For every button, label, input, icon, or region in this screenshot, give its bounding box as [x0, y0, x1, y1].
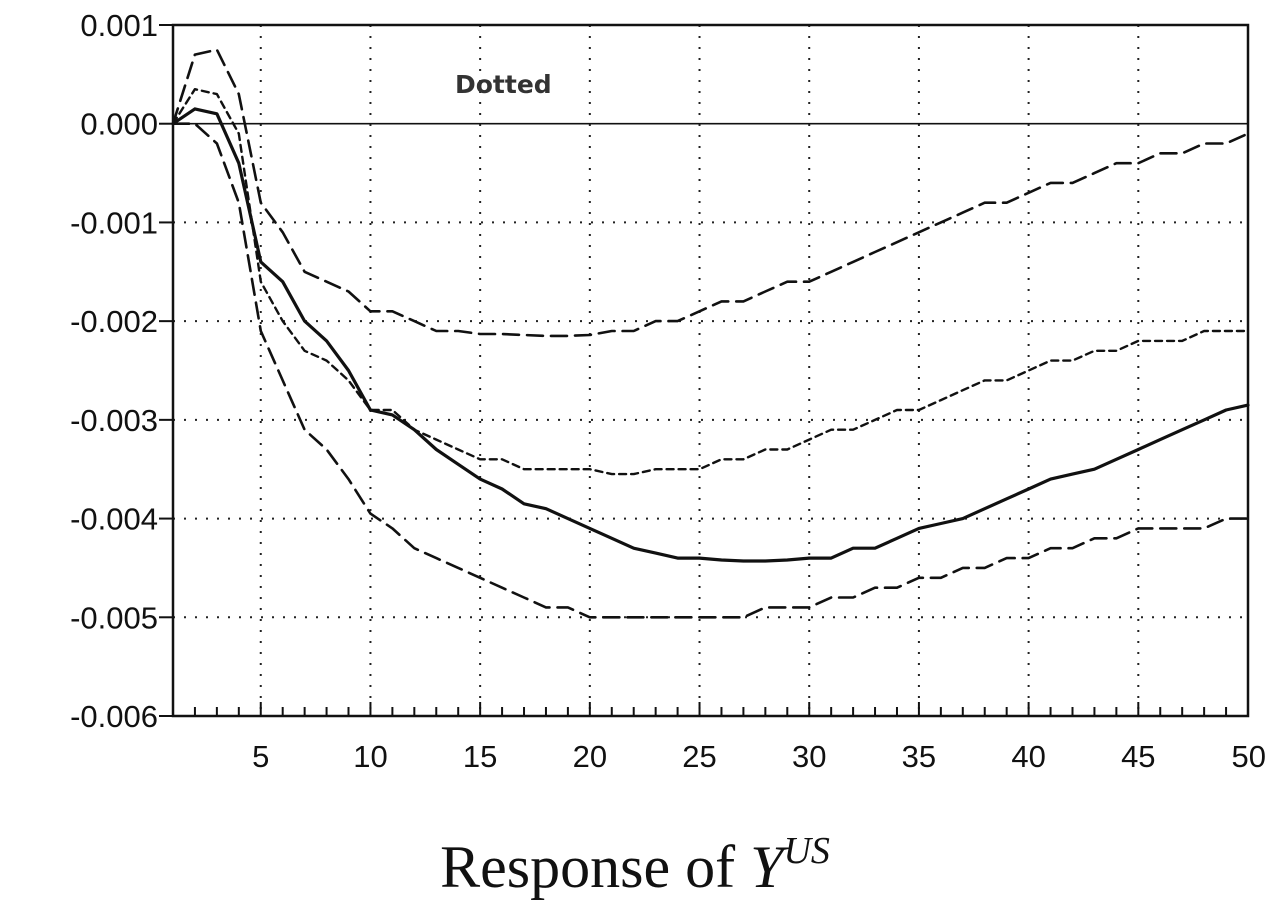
plot-frame	[171, 23, 1250, 718]
grid-lines	[173, 25, 1248, 716]
chart-caption: Response of YUS	[0, 832, 1270, 897]
x-tick-labels: 5 10 15 20 25 30 35 40 45 50	[252, 739, 1266, 774]
y-tick-label: 0.001	[80, 8, 158, 43]
x-tick-label: 20	[573, 739, 607, 774]
x-tick-label: 50	[1232, 739, 1266, 774]
series-line-4	[171, 88, 1250, 476]
x-tick-label: 45	[1121, 739, 1155, 774]
x-minor-ticks	[159, 24, 1249, 717]
caption-superscript: US	[783, 830, 830, 872]
caption-variable: Y	[750, 834, 784, 900]
y-tick-label: -0.005	[70, 600, 158, 635]
x-tick-label: 10	[353, 739, 387, 774]
series-line-2	[171, 48, 1250, 338]
y-tick-label: -0.003	[70, 403, 158, 438]
caption-prefix: Response of	[440, 834, 751, 900]
series-line-1	[171, 107, 1250, 563]
series-lines	[171, 48, 1250, 619]
x-tick-label: 25	[682, 739, 716, 774]
y-tick-label: -0.001	[70, 205, 158, 240]
y-tick-label: 0.000	[80, 107, 158, 142]
y-tick-label: -0.004	[70, 502, 158, 537]
x-tick-label: 15	[463, 739, 497, 774]
x-tick-label: 35	[902, 739, 936, 774]
x-tick-label: 30	[792, 739, 826, 774]
series-line-3	[171, 122, 1250, 619]
x-tick-label: 5	[252, 739, 269, 774]
dotted-annotation: Dotted	[455, 70, 552, 99]
x-tick-label: 40	[1011, 739, 1045, 774]
y-tick-label: -0.002	[70, 304, 158, 339]
y-tick-labels: 0.001 0.000 -0.001 -0.002 -0.003 -0.004 -0.005…	[70, 8, 158, 734]
y-tick-label: -0.006	[70, 699, 158, 734]
